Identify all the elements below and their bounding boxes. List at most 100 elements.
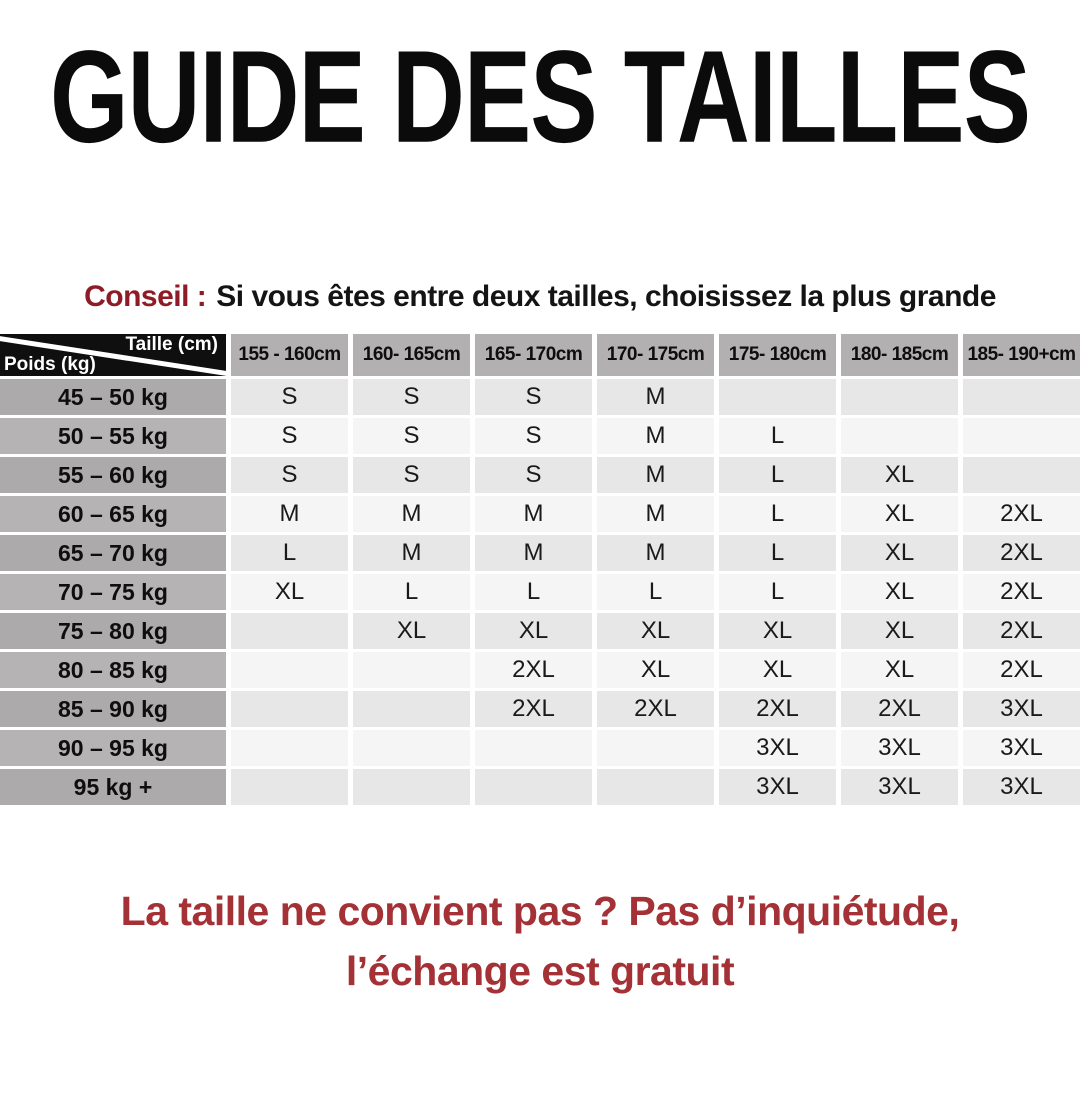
size-cell bbox=[963, 457, 1080, 493]
size-cell bbox=[963, 418, 1080, 454]
row-label: 60 – 65 kg bbox=[0, 496, 226, 532]
size-cell: XL bbox=[475, 613, 592, 649]
footer-note: La taille ne convient pas ? Pas d’inquié… bbox=[0, 881, 1080, 1001]
size-cell: 2XL bbox=[841, 691, 958, 727]
row-label: 65 – 70 kg bbox=[0, 535, 226, 571]
size-cell: XL bbox=[719, 613, 836, 649]
size-cell: M bbox=[475, 496, 592, 532]
size-cell: 3XL bbox=[841, 730, 958, 766]
size-cell: L bbox=[719, 418, 836, 454]
size-cell: 3XL bbox=[963, 730, 1080, 766]
size-cell: L bbox=[719, 457, 836, 493]
size-cell: L bbox=[597, 574, 714, 610]
size-cell: M bbox=[475, 535, 592, 571]
size-cell: L bbox=[475, 574, 592, 610]
size-cell: M bbox=[597, 496, 714, 532]
size-cell: 2XL bbox=[475, 691, 592, 727]
column-header-2: 165- 170cm bbox=[475, 334, 592, 376]
size-cell bbox=[841, 379, 958, 415]
size-cell: XL bbox=[597, 613, 714, 649]
size-cell: M bbox=[353, 535, 470, 571]
size-cell: M bbox=[353, 496, 470, 532]
column-header-1: 160- 165cm bbox=[353, 334, 470, 376]
size-cell: L bbox=[353, 574, 470, 610]
column-header-4: 175- 180cm bbox=[719, 334, 836, 376]
size-cell: S bbox=[353, 457, 470, 493]
size-cell: XL bbox=[841, 652, 958, 688]
size-cell: L bbox=[231, 535, 348, 571]
corner-label-taille: Taille (cm) bbox=[125, 334, 218, 355]
size-cell: L bbox=[719, 496, 836, 532]
size-cell bbox=[353, 691, 470, 727]
advice-line: Conseil : Si vous êtes entre deux tailles… bbox=[6, 280, 1074, 314]
size-cell bbox=[353, 769, 470, 805]
footer-line-2: l’échange est gratuit bbox=[345, 948, 735, 994]
column-header-0: 155 - 160cm bbox=[231, 334, 348, 376]
size-cell bbox=[841, 418, 958, 454]
size-cell bbox=[353, 652, 470, 688]
column-header-5: 180- 185cm bbox=[841, 334, 958, 376]
size-table: Taille (cm) Poids (kg) 155 - 160cm 160- 165… bbox=[0, 334, 1080, 805]
row-label: 80 – 85 kg bbox=[0, 652, 226, 688]
size-cell bbox=[719, 379, 836, 415]
size-cell bbox=[231, 769, 348, 805]
size-cell: XL bbox=[841, 574, 958, 610]
size-cell: M bbox=[597, 457, 714, 493]
diagonal-divider bbox=[0, 336, 226, 376]
size-cell: M bbox=[597, 379, 714, 415]
row-label: 90 – 95 kg bbox=[0, 730, 226, 766]
size-cell: S bbox=[475, 418, 592, 454]
size-cell: 2XL bbox=[475, 652, 592, 688]
size-cell: 3XL bbox=[841, 769, 958, 805]
advice-label: Conseil : bbox=[84, 280, 207, 313]
size-cell: S bbox=[231, 418, 348, 454]
size-cell: 2XL bbox=[963, 613, 1080, 649]
size-cell: S bbox=[475, 379, 592, 415]
size-cell bbox=[231, 652, 348, 688]
size-cell: XL bbox=[597, 652, 714, 688]
size-cell: 2XL bbox=[963, 574, 1080, 610]
footer-line-1: La taille ne convient pas ? Pas d’inquié… bbox=[120, 888, 960, 934]
advice-text: Si vous êtes entre deux tailles, choisis… bbox=[216, 280, 996, 313]
row-label: 95 kg + bbox=[0, 769, 226, 805]
size-cell: XL bbox=[841, 496, 958, 532]
size-cell: XL bbox=[231, 574, 348, 610]
row-label: 50 – 55 kg bbox=[0, 418, 226, 454]
size-cell bbox=[353, 730, 470, 766]
size-cell bbox=[597, 730, 714, 766]
size-guide-infographic: GUIDE DES TAILLES Conseil : Si vous êtes … bbox=[0, 30, 1080, 1110]
size-cell: XL bbox=[841, 535, 958, 571]
size-cell: L bbox=[719, 535, 836, 571]
size-cell: M bbox=[597, 535, 714, 571]
size-cell: M bbox=[597, 418, 714, 454]
size-cell: XL bbox=[841, 457, 958, 493]
size-cell: 2XL bbox=[963, 496, 1080, 532]
size-cell bbox=[475, 730, 592, 766]
size-cell: 3XL bbox=[719, 730, 836, 766]
size-cell: S bbox=[353, 418, 470, 454]
size-cell: S bbox=[475, 457, 592, 493]
column-header-3: 170- 175cm bbox=[597, 334, 714, 376]
size-cell: XL bbox=[353, 613, 470, 649]
row-label: 70 – 75 kg bbox=[0, 574, 226, 610]
column-header-6: 185- 190+cm bbox=[963, 334, 1080, 376]
size-cell: 2XL bbox=[963, 652, 1080, 688]
size-cell: M bbox=[231, 496, 348, 532]
size-cell: S bbox=[231, 457, 348, 493]
size-cell: 2XL bbox=[597, 691, 714, 727]
size-cell: S bbox=[353, 379, 470, 415]
table-corner-cell: Taille (cm) Poids (kg) bbox=[0, 334, 226, 376]
size-cell: L bbox=[719, 574, 836, 610]
size-cell bbox=[963, 379, 1080, 415]
size-cell: XL bbox=[841, 613, 958, 649]
size-cell: 3XL bbox=[963, 769, 1080, 805]
row-label: 45 – 50 kg bbox=[0, 379, 226, 415]
size-cell bbox=[231, 613, 348, 649]
size-cell: 2XL bbox=[719, 691, 836, 727]
row-label: 75 – 80 kg bbox=[0, 613, 226, 649]
corner-label-poids: Poids (kg) bbox=[4, 354, 96, 375]
size-cell: 2XL bbox=[963, 535, 1080, 571]
size-cell: S bbox=[231, 379, 348, 415]
page-title: GUIDE DES TAILLES bbox=[50, 24, 1031, 171]
size-cell bbox=[231, 730, 348, 766]
